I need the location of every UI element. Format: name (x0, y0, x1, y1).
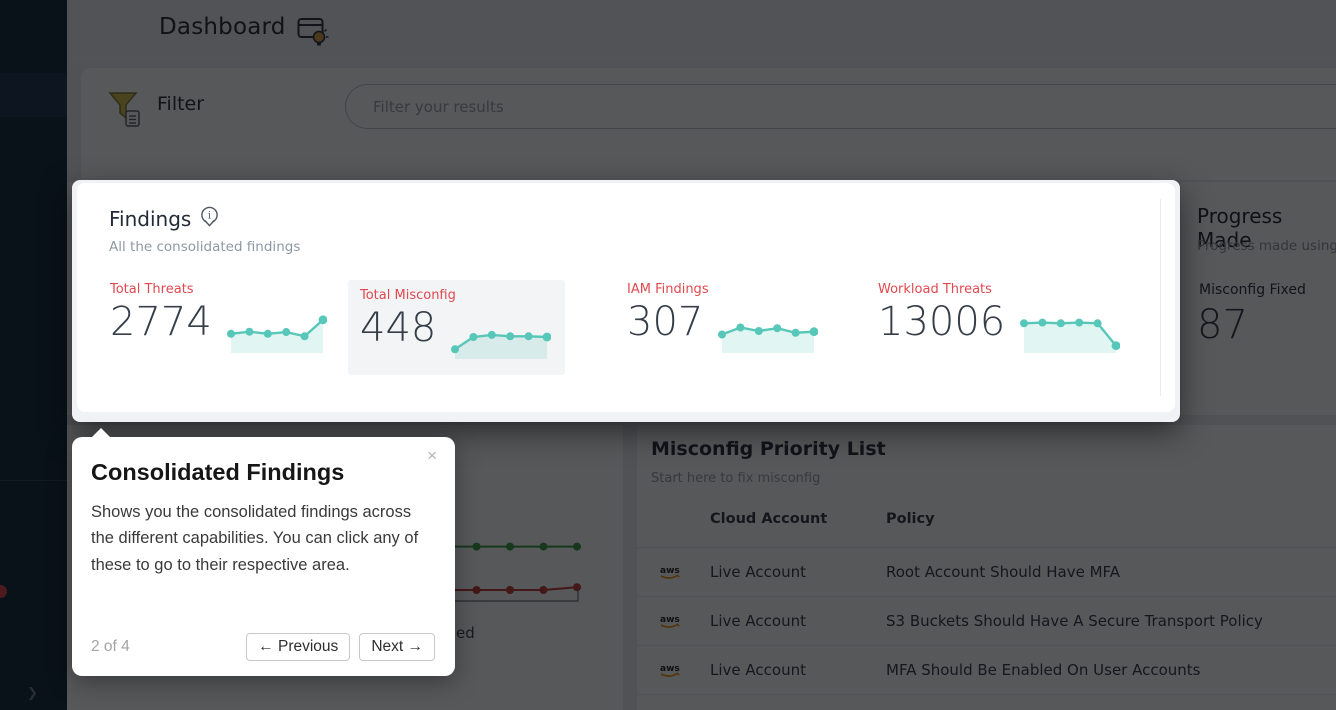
tooltip-footer: 2 of 4 ← Previous Next → (91, 633, 435, 661)
step-indicator: 2 of 4 (91, 638, 130, 655)
info-pin-icon[interactable]: i (200, 206, 219, 232)
metric-value: 13006 (878, 299, 1006, 345)
metric-workload-threats[interactable]: Workload Threats 13006 (878, 282, 1121, 359)
card-divider (1160, 199, 1161, 396)
findings-title: Findings (109, 207, 192, 231)
metric-label: Workload Threats (878, 282, 992, 297)
findings-subtitle: All the consolidated findings (109, 239, 301, 255)
metric-total-misconfig[interactable]: Total Misconfig 448 (348, 280, 566, 375)
tooltip-body: Shows you the consolidated findings acro… (91, 503, 419, 574)
close-icon[interactable]: × (421, 445, 443, 467)
next-button[interactable]: Next → (359, 633, 435, 661)
metric-label: Total Threats (110, 282, 194, 297)
previous-button[interactable]: ← Previous (246, 633, 351, 661)
metric-label: Total Misconfig (360, 288, 456, 303)
svg-text:i: i (208, 211, 211, 222)
sparkline (1020, 309, 1121, 359)
tour-tooltip: × Consolidated Findings Shows you the co… (72, 428, 455, 676)
metric-total-threats[interactable]: Total Threats 2774 (110, 282, 328, 359)
metric-value: 2774 (110, 299, 212, 345)
sparkline (718, 309, 819, 359)
findings-spotlight-panel: Findings i All the consolidated findings… (72, 180, 1180, 422)
tooltip-title: Consolidated Findings (91, 459, 345, 485)
metric-value: 307 (627, 299, 704, 345)
metric-label: IAM Findings (627, 282, 709, 297)
findings-card: Findings i All the consolidated findings… (77, 183, 1175, 412)
metric-value: 448 (360, 305, 437, 351)
sparkline (226, 309, 328, 359)
findings-header: Findings i (109, 206, 219, 232)
sparkline (451, 315, 552, 365)
tooltip-arrow (92, 428, 110, 437)
metric-iam-findings[interactable]: IAM Findings 307 (627, 282, 819, 359)
